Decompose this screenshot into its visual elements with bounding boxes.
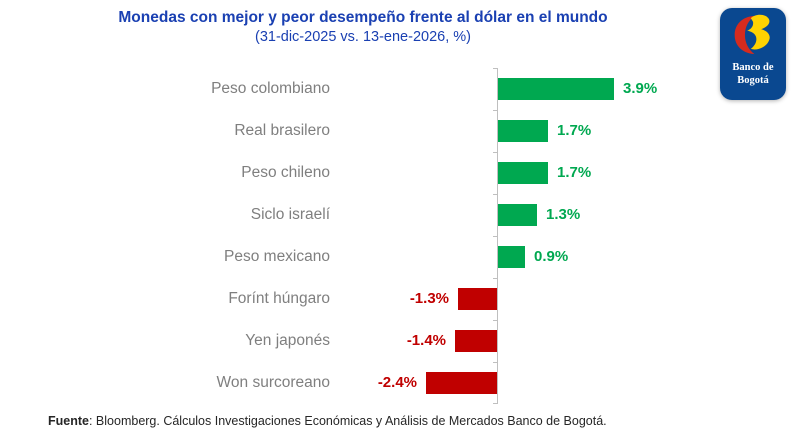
source-note: Fuente: Bloomberg. Cálculos Investigacio… (48, 413, 607, 430)
value-label: 0.9% (534, 248, 569, 265)
category-label: Peso chileno (241, 164, 330, 181)
chart-row: Peso mexicano 0.9% (40, 236, 750, 278)
category-label: Won surcoreano (216, 374, 330, 391)
axis-tick (493, 194, 497, 195)
value-label: 1.7% (557, 164, 592, 181)
axis-tick (493, 68, 497, 69)
category-label: Siclo israelí (250, 206, 330, 223)
positive-bar (498, 204, 537, 226)
chart-row: Peso chileno 1.7% (40, 152, 750, 194)
source-label: Fuente (48, 414, 89, 428)
negative-bar (455, 330, 497, 352)
category-label: Real brasilero (234, 122, 330, 139)
axis-tick (493, 320, 497, 321)
axis-tick (493, 403, 497, 404)
axis-tick (493, 362, 497, 363)
banco-de-bogota-emblem-icon (734, 14, 770, 55)
axis-tick (493, 236, 497, 237)
value-label: 1.7% (557, 122, 592, 139)
logo-text-line1: Banco de (732, 62, 774, 73)
value-label: -1.4% (406, 332, 446, 349)
positive-bar (498, 162, 548, 184)
zero-axis-line (497, 68, 498, 404)
chart-row: Peso colombiano 3.9% (40, 68, 750, 110)
category-label: Peso colombiano (211, 80, 330, 97)
chart-header: Monedas con mejor y peor desempeño frent… (0, 8, 726, 47)
bar-chart: Peso colombiano 3.9% Real brasilero 1.7% Pes… (40, 68, 750, 404)
chart-row: Real brasilero 1.7% (40, 110, 750, 152)
axis-tick (493, 110, 497, 111)
positive-bar (498, 246, 525, 268)
banco-de-bogota-logo: Banco de Bogotá (720, 8, 786, 100)
value-label: -2.4% (377, 374, 417, 391)
chart-row: Won surcoreano -2.4% (40, 362, 750, 404)
chart-row: Siclo israelí 1.3% (40, 194, 750, 236)
axis-tick (493, 278, 497, 279)
chart-row: Forínt húngaro -1.3% (40, 278, 750, 320)
chart-rows: Peso colombiano 3.9% Real brasilero 1.7% Pes… (40, 68, 750, 404)
chart-subtitle: (31-dic-2025 vs. 13-ene-2026, %) (254, 29, 471, 45)
chart-title: Monedas con mejor y peor desempeño frent… (118, 9, 608, 26)
negative-bar (426, 372, 497, 394)
positive-bar (498, 120, 548, 142)
category-label: Yen japonés (245, 332, 330, 349)
logo-text-line2: Bogotá (737, 74, 769, 86)
negative-bar (458, 288, 497, 310)
value-label: 1.3% (546, 206, 581, 223)
axis-tick (493, 152, 497, 153)
value-label: -1.3% (409, 290, 449, 307)
chart-row: Yen japonés -1.4% (40, 320, 750, 362)
source-text: : Bloomberg. Cálculos Investigaciones Ec… (88, 414, 607, 428)
category-label: Forínt húngaro (228, 290, 330, 307)
category-label: Peso mexicano (224, 248, 330, 265)
positive-bar (498, 78, 614, 100)
value-label: 3.9% (623, 80, 658, 97)
